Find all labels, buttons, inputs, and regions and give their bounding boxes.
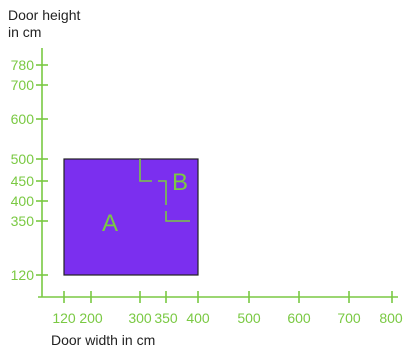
x-tick-label-600: 600 <box>287 310 311 326</box>
y-tick-label-780: 780 <box>11 57 35 73</box>
region-b-label: B <box>172 169 188 196</box>
y-tick-label-350: 350 <box>11 213 35 229</box>
x-tick-label-800: 800 <box>379 310 403 326</box>
y-axis-title-text: Door height in cm <box>8 7 81 40</box>
y-tick-label-700: 700 <box>11 77 35 93</box>
x-tick-label-300: 300 <box>128 310 152 326</box>
x-tick-label-400: 400 <box>186 310 210 326</box>
x-tick-label-350: 350 <box>154 310 178 326</box>
y-tick-label-500: 500 <box>11 151 35 167</box>
x-tick-label-500: 500 <box>237 310 261 326</box>
x-tick-label-120: 120 <box>52 310 76 326</box>
region-a-rect <box>63 158 199 276</box>
region-b-outline <box>139 159 190 222</box>
x-tick-label-700: 700 <box>337 310 361 326</box>
y-tick-label-600: 600 <box>11 111 35 127</box>
y-axis-title: Door height in cm <box>8 7 98 41</box>
x-tick-label-200: 200 <box>79 310 103 326</box>
x-axis-title: Door width in cm <box>51 332 156 348</box>
region-a-label: A <box>102 210 118 237</box>
y-tick-label-400: 400 <box>11 193 35 209</box>
y-tick-label-120: 120 <box>11 267 35 283</box>
y-tick-label-450: 450 <box>11 173 35 189</box>
